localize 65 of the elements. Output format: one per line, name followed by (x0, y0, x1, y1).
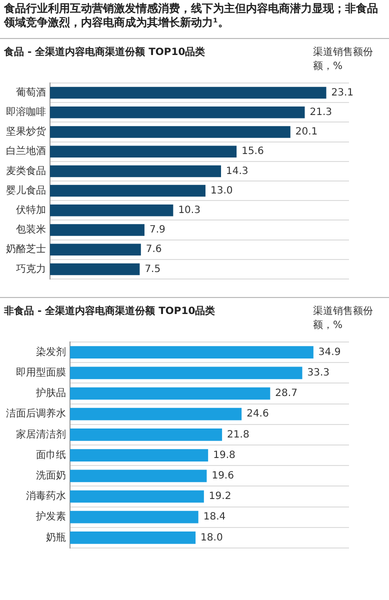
chart-subtitle: 非食品 - 全渠道内容电商渠道份额 TOP10品类 (4, 304, 216, 318)
y-tick-label: 洗面奶 (36, 468, 66, 481)
data-label: 24.6 (246, 408, 269, 420)
y-tick-label: 即溶咖啡 (6, 105, 46, 118)
data-label: 18.0 (200, 532, 223, 543)
y-tick-label: 伏特加 (16, 203, 46, 216)
bar (70, 407, 242, 420)
y-tick-label: 婴儿食品 (6, 184, 46, 196)
chart-title: 食品行业利用互动营销激发情感消费，线下为主但内容电商潜力显现；非食品领域竞争激烈，内容电商成为其增长新动力¹。 (2, 1, 379, 31)
data-label: 21.3 (310, 106, 332, 118)
y-tick-label: 坚果炒货 (6, 125, 46, 138)
y-tick-label: 家居清洁剂 (16, 428, 66, 440)
data-label: 10.3 (178, 204, 200, 216)
bar (70, 448, 208, 461)
y-tick-label: 奶酪芝士 (6, 242, 46, 255)
data-label: 19.6 (212, 470, 234, 481)
chart-subtitle: 食品 - 全渠道内容电商渠道份额 TOP10品类 (4, 45, 206, 58)
data-label: 28.7 (275, 388, 298, 399)
y-tick-label: 护肤品 (35, 386, 66, 399)
data-label: 19.2 (208, 490, 232, 502)
bar (70, 469, 207, 482)
data-label: 21.8 (227, 428, 250, 440)
bar (70, 346, 314, 358)
text: 渠道销售额份额，% (313, 304, 374, 332)
bar (50, 145, 237, 157)
y-tick-label: 麦类食品 (6, 164, 46, 176)
bar (70, 531, 196, 544)
bar (50, 126, 290, 138)
y-tick-label: 白兰地酒 (6, 144, 46, 157)
data-label: 14.3 (226, 165, 248, 176)
bar (50, 164, 222, 177)
bar (50, 243, 141, 255)
data-label: 23.1 (331, 86, 354, 98)
y-tick-label: 消毒药水 (26, 490, 66, 502)
bar (50, 224, 144, 236)
bar (50, 262, 140, 275)
bar (50, 184, 206, 196)
y-tick-label: 奶瓶 (46, 530, 66, 543)
bar (70, 510, 198, 523)
bar (70, 386, 270, 400)
data-label: 34.9 (318, 346, 341, 358)
bar (70, 490, 204, 502)
y-tick-label: 即用型面膜 (16, 366, 66, 378)
data-label: 7.5 (144, 263, 161, 274)
data-label: 20.1 (295, 126, 318, 138)
bar (70, 366, 302, 379)
bar (70, 428, 222, 440)
y-tick-label: 染发剂 (36, 345, 66, 358)
y-tick-label: 葡萄酒 (16, 86, 46, 98)
data-label: 33.3 (307, 366, 330, 378)
y-tick-label: 包装米 (16, 223, 46, 236)
bar (50, 106, 305, 118)
data-label: 7.9 (149, 224, 166, 236)
data-label: 7.6 (146, 244, 162, 255)
text: 渠道销售额份额，% (313, 46, 374, 72)
bar (50, 204, 174, 216)
y-tick-label: 洁面后调养水 (6, 407, 66, 420)
data-label: 15.6 (242, 146, 264, 157)
data-label: 18.4 (203, 511, 226, 522)
y-tick-label: 面巾纸 (36, 448, 66, 460)
data-label: 13.0 (210, 184, 233, 196)
bar (50, 86, 326, 98)
y-tick-label: 护发素 (35, 510, 66, 522)
data-label: 19.8 (213, 449, 236, 460)
y-tick-label: 巧克力 (16, 262, 46, 274)
